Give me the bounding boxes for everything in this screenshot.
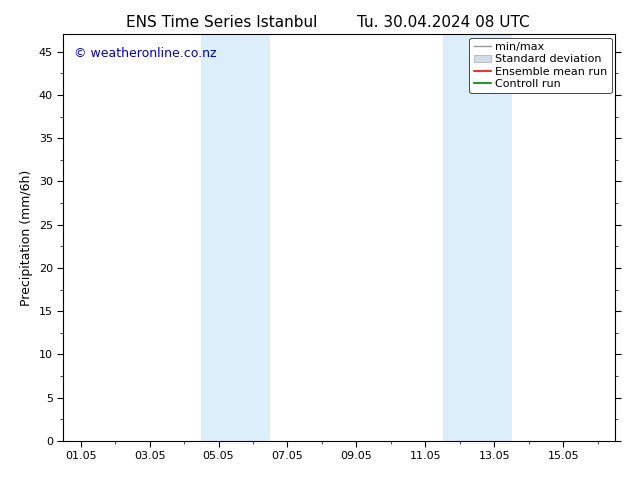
Text: © weatheronline.co.nz: © weatheronline.co.nz (74, 47, 217, 59)
Text: ENS Time Series Istanbul: ENS Time Series Istanbul (126, 15, 318, 30)
Y-axis label: Precipitation (mm/6h): Precipitation (mm/6h) (20, 170, 34, 306)
Bar (443, 34, 512, 441)
Text: Tu. 30.04.2024 08 UTC: Tu. 30.04.2024 08 UTC (358, 15, 530, 30)
Legend: min/max, Standard deviation, Ensemble mean run, Controll run: min/max, Standard deviation, Ensemble me… (469, 38, 612, 93)
Bar (202, 34, 270, 441)
